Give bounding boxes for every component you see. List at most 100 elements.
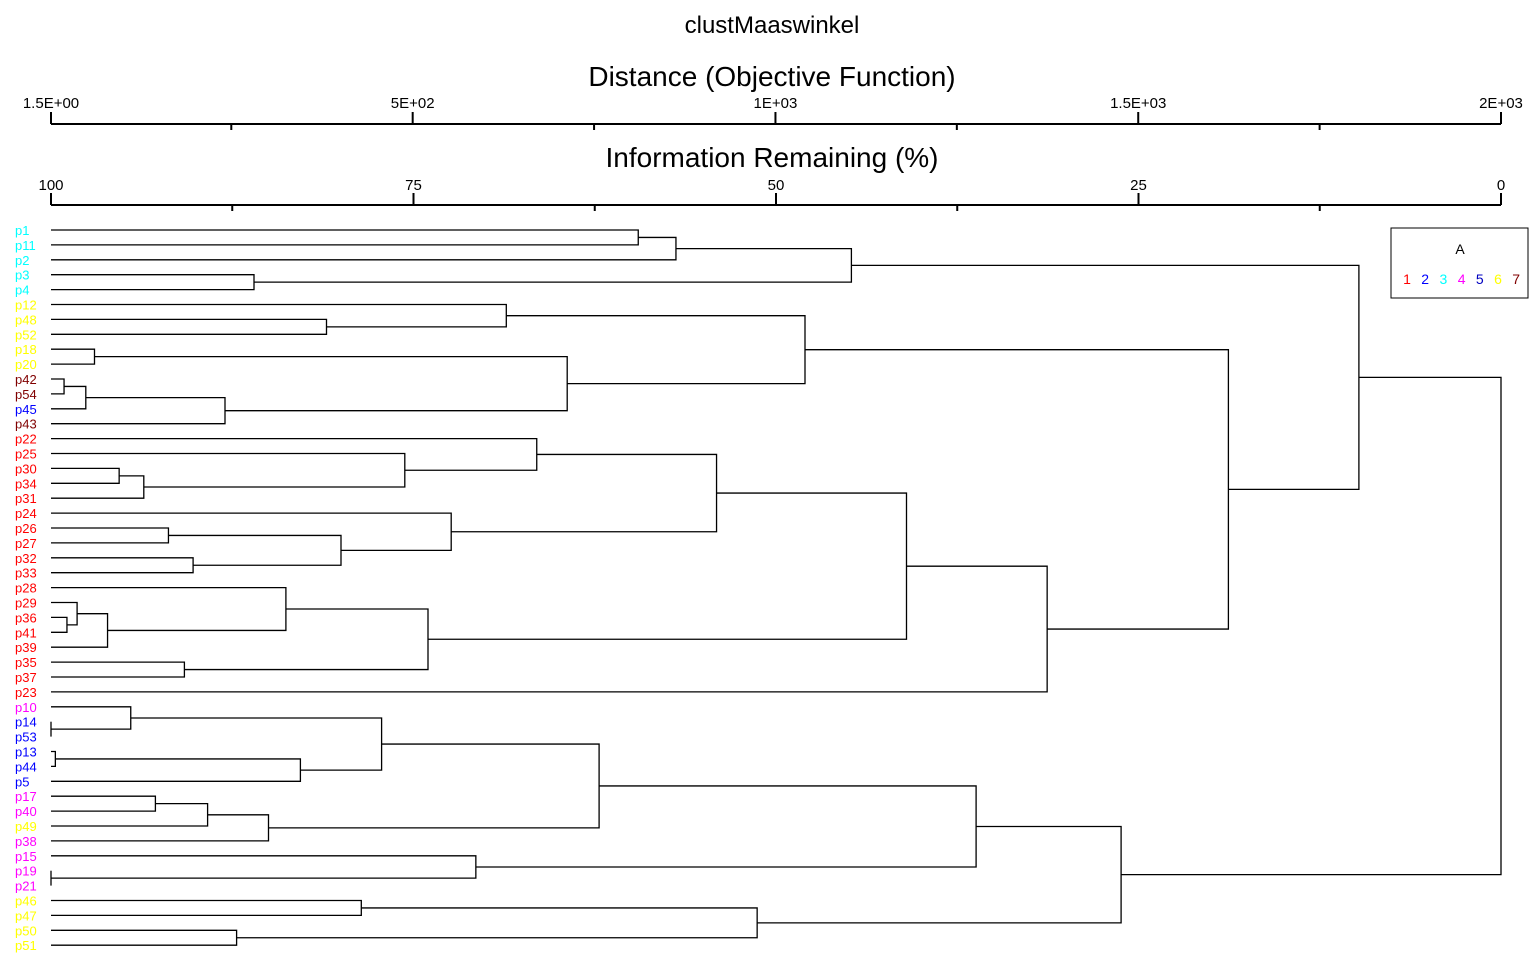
leaf-label: p41 [15, 625, 37, 640]
leaf-label: p23 [15, 685, 37, 700]
dendrogram-link [51, 758, 302, 782]
legend-entry-4: 4 [1458, 271, 1466, 287]
leaf-label: p34 [15, 476, 37, 491]
dendrogram-link [51, 613, 109, 648]
dendrogram-link [51, 437, 538, 471]
leaf-labels: p1p11p2p3p4p12p48p52p18p20p42p54p45p43p2… [15, 223, 37, 953]
dendrogram-link [51, 661, 186, 678]
dendrogram-link [51, 527, 170, 544]
leaf-label: p27 [15, 536, 37, 551]
leaf-label: p4 [15, 283, 29, 298]
dendrogram-link [51, 929, 238, 946]
dendrogram-link [851, 264, 1360, 491]
dendrogram-link [236, 907, 758, 939]
leaf-label: p28 [15, 581, 37, 596]
leaf-label: p32 [15, 551, 37, 566]
dendrogram-link [1121, 376, 1502, 876]
leaf-label: p25 [15, 447, 37, 462]
bottom-axis-tick-label: 0 [1497, 177, 1505, 194]
dendrogram-branches [50, 229, 1502, 946]
leaf-label: p12 [15, 298, 37, 313]
dendrogram-link [451, 453, 718, 533]
dendrogram-link [51, 795, 157, 812]
dendrogram-link [168, 534, 342, 566]
bottom-axis-tick-label: 25 [1130, 177, 1147, 194]
leaf-label: p14 [15, 715, 37, 730]
bottom-axis-tick-label: 50 [768, 177, 785, 194]
dendrogram-link [51, 899, 362, 917]
bottom-axis-tick-label: 75 [405, 177, 422, 194]
leaf-label: p30 [15, 461, 37, 476]
leaf-label: p19 [15, 864, 37, 879]
dendrogram-link [51, 467, 120, 484]
leaf-label: p15 [15, 849, 37, 864]
top-axis-tick-label: 1E+03 [754, 95, 798, 112]
dendrogram-link [51, 396, 226, 425]
dendrogram-link [51, 236, 677, 261]
dendrogram-link [51, 274, 255, 291]
leaf-label: p21 [15, 879, 37, 894]
chart-title: clustMaaswinkel [685, 12, 860, 39]
leaf-label: p1 [15, 223, 29, 238]
dendrogram-link [51, 385, 87, 410]
legend-entry-1: 1 [1403, 271, 1411, 287]
leaf-label: p22 [15, 432, 37, 447]
leaf-label: p49 [15, 819, 37, 834]
leaf-label: p40 [15, 804, 37, 819]
dendrogram-link [506, 315, 806, 385]
dendrogram-link [51, 512, 452, 551]
dendrogram-link [51, 706, 132, 730]
leaf-label: p2 [15, 253, 29, 268]
top-axis-tick-label: 5E+02 [391, 95, 435, 112]
legend-entry-2: 2 [1421, 271, 1429, 287]
leaf-label: p17 [15, 789, 37, 804]
dendrogram-link [268, 743, 600, 829]
legend-title: A [1455, 241, 1465, 257]
dendrogram-link [51, 229, 639, 246]
dendrogram-link [51, 303, 507, 328]
dendrogram-link [184, 608, 429, 671]
bottom-axis-label: Information Remaining (%) [605, 142, 938, 173]
dendrogram-link [51, 565, 1048, 693]
dendrogram-link [51, 616, 68, 633]
dendrogram-link [428, 492, 908, 640]
leaf-label: p24 [15, 506, 37, 521]
top-axis-tick-label: 1.5E+03 [1110, 95, 1166, 112]
top-axis: Distance (Objective Function) 1.5E+00 5E+… [23, 61, 1523, 130]
leaf-label: p26 [15, 521, 37, 536]
dendrogram-link [51, 378, 65, 395]
bottom-axis-tick-label: 100 [38, 177, 63, 194]
legend-entry-7: 7 [1512, 271, 1520, 287]
dendrogram-link [51, 803, 209, 827]
legend-entry-6: 6 [1494, 271, 1502, 287]
dendrogram-link [51, 475, 145, 499]
leaf-label: p3 [15, 268, 29, 283]
top-axis-ticks: 1.5E+00 5E+02 1E+03 1.5E+03 2E+03 [23, 95, 1523, 130]
leaf-label: p5 [15, 774, 29, 789]
leaf-label: p53 [15, 730, 37, 745]
leaf-label: p33 [15, 566, 37, 581]
leaf-label: p47 [15, 908, 37, 923]
leaf-label: p29 [15, 596, 37, 611]
legend-box [1390, 227, 1529, 299]
top-axis-tick-label: 1.5E+00 [23, 95, 79, 112]
leaf-label: p18 [15, 342, 37, 357]
top-axis-label: Distance (Objective Function) [588, 61, 955, 92]
dendrogram-link [805, 349, 1230, 630]
bottom-axis-ticks: 100 75 50 25 0 [38, 177, 1505, 211]
legend-entry-5: 5 [1476, 271, 1484, 287]
leaf-label: p36 [15, 610, 37, 625]
leaf-label: p46 [15, 894, 37, 909]
dendrogram-link [51, 348, 96, 365]
leaf-label: p37 [15, 670, 37, 685]
leaf-label: p42 [15, 372, 37, 387]
leaf-label: p31 [15, 491, 37, 506]
dendrogram-link [51, 557, 194, 574]
leaf-label: p45 [15, 402, 37, 417]
dendrogram-link [51, 318, 328, 335]
leaf-label: p43 [15, 417, 37, 432]
bottom-axis: Information Remaining (%) 100 75 50 25 0 [38, 142, 1505, 211]
dendrogram-link [757, 825, 1122, 924]
leaf-label: p48 [15, 312, 37, 327]
